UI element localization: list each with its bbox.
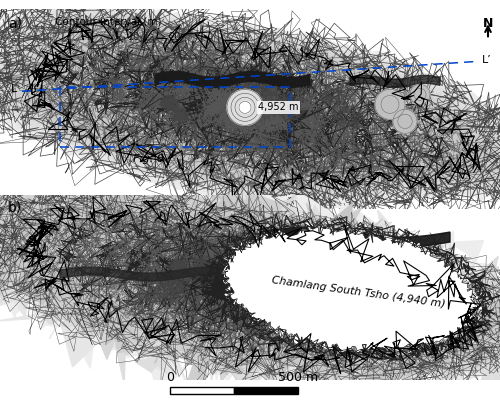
Polygon shape [0, 174, 500, 390]
Circle shape [227, 90, 263, 126]
Text: Fig. 6: Fig. 6 [132, 154, 164, 164]
Polygon shape [0, 5, 500, 205]
Circle shape [381, 95, 399, 113]
Text: 500 m: 500 m [278, 371, 318, 384]
Polygon shape [0, 175, 500, 401]
Bar [234, 387, 298, 394]
Polygon shape [0, 176, 500, 397]
Polygon shape [260, 227, 450, 247]
Text: 20: 20 [168, 32, 180, 43]
Text: L: L [11, 84, 17, 94]
Bar [60, 87, 290, 147]
Polygon shape [24, 25, 487, 187]
Circle shape [231, 93, 259, 122]
Circle shape [414, 88, 426, 100]
Polygon shape [0, 8, 500, 200]
Polygon shape [0, 161, 500, 405]
Polygon shape [11, 20, 500, 192]
Text: N: N [483, 17, 493, 30]
Text: Contour interval (m): Contour interval (m) [55, 16, 162, 26]
Text: L’: L’ [482, 55, 492, 65]
Circle shape [235, 97, 255, 117]
Text: 2: 2 [86, 32, 92, 43]
Text: 4,952 m: 4,952 m [258, 102, 298, 112]
Polygon shape [0, 15, 500, 197]
Bar [170, 387, 234, 394]
Polygon shape [24, 17, 480, 205]
Circle shape [239, 101, 251, 113]
Polygon shape [60, 267, 240, 281]
Text: 0: 0 [166, 371, 174, 384]
Circle shape [398, 114, 412, 128]
Text: Chamlang South Tsho (4,940 m): Chamlang South Tsho (4,940 m) [270, 275, 446, 309]
Circle shape [375, 90, 405, 119]
Polygon shape [0, 161, 500, 401]
Polygon shape [350, 75, 440, 87]
Circle shape [393, 109, 417, 133]
Text: b): b) [8, 200, 22, 214]
Circle shape [410, 84, 430, 104]
Polygon shape [155, 71, 310, 87]
Text: a): a) [8, 16, 22, 30]
Polygon shape [0, 0, 500, 211]
Polygon shape [18, 196, 482, 374]
Polygon shape [0, 139, 500, 405]
Polygon shape [222, 223, 482, 354]
Text: 10: 10 [128, 32, 140, 43]
